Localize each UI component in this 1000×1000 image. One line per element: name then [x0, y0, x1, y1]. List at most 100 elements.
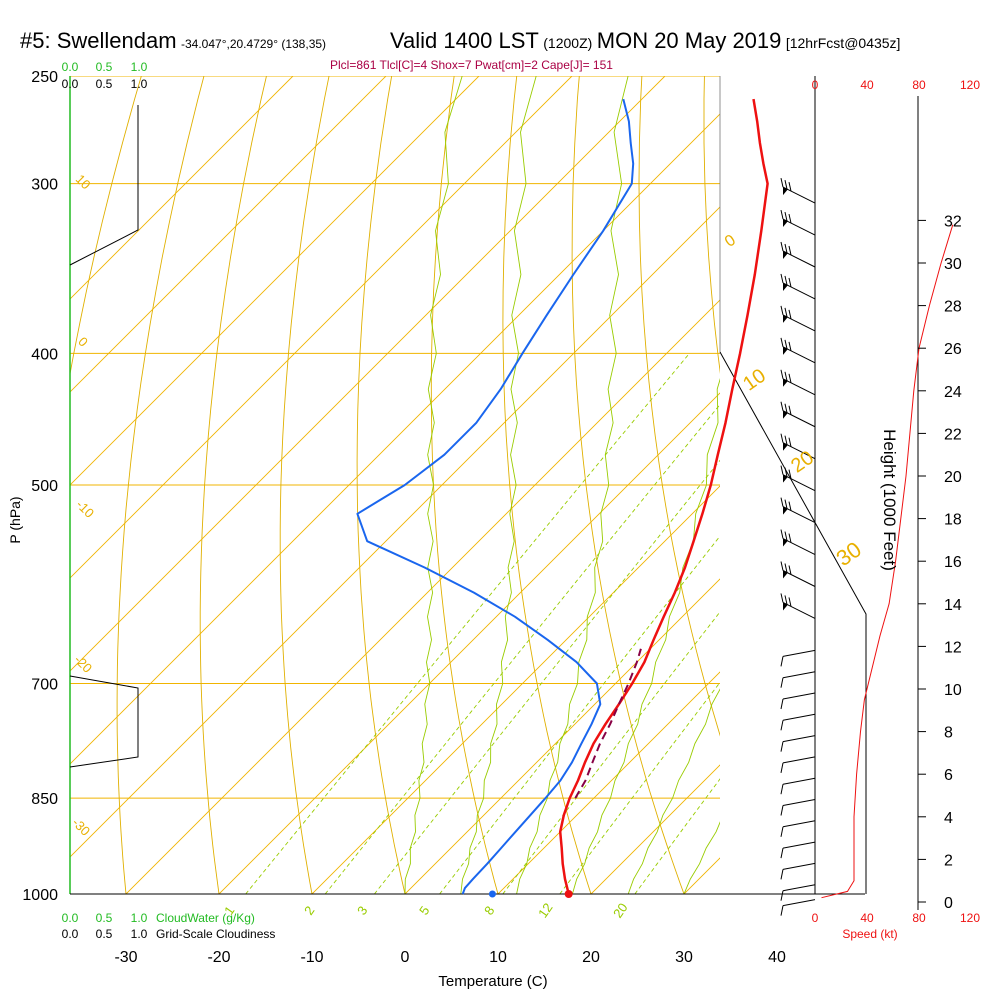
- wind-barb-feather: [780, 465, 784, 475]
- wind-barb: [780, 561, 816, 587]
- speed-tick-label-top: 80: [912, 78, 926, 92]
- wind-barb-feather: [780, 890, 784, 901]
- height-tick-label: 28: [944, 299, 962, 316]
- wind-barb: [780, 862, 816, 880]
- wind-barb-staff: [782, 692, 816, 700]
- wind-barb-feather: [780, 720, 784, 731]
- pressure-tick-label: 500: [31, 478, 58, 495]
- wind-barb-feather: [784, 435, 788, 445]
- wind-barb: [780, 337, 816, 364]
- y-axis-label: P (hPa): [7, 496, 23, 543]
- surface-dewpoint-point: [488, 890, 496, 898]
- temperature-tick-label: -30: [114, 949, 137, 966]
- moist-adiabat: [460, 76, 537, 894]
- height-tick-label: 2: [944, 852, 953, 869]
- wind-barb-feather: [788, 565, 792, 575]
- wind-barb-pennant: [783, 219, 788, 228]
- wind-barb-feather: [780, 433, 784, 443]
- wind-barb-staff: [782, 602, 816, 619]
- isotherm-line: [70, 76, 666, 672]
- cloudiness-scale-bottom: 0.0: [62, 927, 79, 941]
- wind-barb-pennant: [783, 187, 788, 196]
- cloudwater-scale-top: 0.0: [62, 60, 79, 74]
- wind-barb: [780, 713, 816, 731]
- wind-barb-feather: [780, 762, 784, 773]
- wind-barb-feather: [784, 595, 788, 605]
- wind-barb: [780, 273, 816, 300]
- wind-barb: [780, 735, 816, 752]
- wind-barb-feather: [780, 805, 784, 816]
- height-tick-label: 6: [944, 767, 953, 784]
- wind-barb-pennant: [783, 602, 788, 611]
- dry-adiabat: [703, 76, 720, 374]
- height-tick-label: 24: [944, 384, 962, 401]
- forecast-label: [12hrFcst@0435z]: [785, 35, 901, 51]
- temperature-tick-label: -10: [300, 949, 323, 966]
- cloudiness-scale-bottom: 1.0: [131, 927, 148, 941]
- wind-barb-pennant: [783, 314, 788, 323]
- isotherm-line: [497, 671, 720, 894]
- wind-barb-staff: [782, 186, 816, 204]
- height-tick-label: 26: [944, 341, 962, 358]
- mixing-ratio-label: 20: [610, 900, 631, 920]
- y2-axis-label: Height (1000 Feet): [880, 429, 899, 571]
- wind-speed-line: [821, 224, 954, 899]
- wind-barb-feather: [788, 501, 792, 511]
- wind-barb-staff: [782, 282, 816, 300]
- wind-barb: [780, 465, 816, 492]
- cloudiness-upper: [69, 105, 139, 266]
- isotherm-label-right: 10: [739, 365, 770, 396]
- isotherm-label-left: 0: [75, 334, 91, 350]
- mixing-ratio-line: [439, 535, 720, 894]
- height-tick-label: 30: [944, 256, 962, 273]
- wind-barb-staff: [782, 346, 816, 364]
- moist-adiabat: [627, 688, 720, 894]
- wind-barb-pennant: [783, 251, 788, 259]
- mixing-ratio-line: [245, 353, 690, 894]
- isotherm-line: [70, 113, 720, 765]
- temperature-tick-label: 20: [582, 949, 600, 966]
- mixing-ratio-label: 5: [416, 903, 432, 918]
- wind-barb-staff: [782, 474, 816, 492]
- isotherm-label-left: -20: [71, 652, 95, 676]
- height-tick-label: 12: [944, 639, 962, 656]
- wind-barb-pennant: [783, 442, 788, 451]
- wind-barb-feather: [780, 369, 784, 379]
- wind-barb-pennant: [783, 570, 788, 579]
- wind-barb: [780, 209, 816, 236]
- speed-tick-label-bottom: 40: [860, 911, 874, 925]
- wind-barb-staff: [782, 506, 816, 524]
- mixing-ratio-label: 12: [535, 900, 556, 920]
- wind-barb-staff: [782, 862, 816, 870]
- wind-barb-staff: [782, 713, 816, 721]
- wind-barb-feather: [788, 309, 792, 320]
- cloudiness-scale-top: 0.0: [62, 77, 79, 91]
- x-axis-label: Temperature (C): [438, 973, 547, 990]
- wind-barb: [780, 177, 816, 204]
- wind-barb: [780, 671, 816, 688]
- dry-adiabat: [356, 76, 406, 894]
- isotherm-line: [70, 76, 480, 486]
- isotherm-line: [311, 485, 720, 894]
- wind-barb-feather: [788, 245, 792, 256]
- station-coords: -34.047°,20.4729° (138,35): [181, 37, 327, 51]
- wind-barb: [780, 884, 816, 901]
- wind-barb: [780, 649, 816, 667]
- wind-barb-feather: [780, 305, 784, 316]
- wind-barb-staff: [782, 649, 816, 657]
- wind-barb-staff: [782, 538, 816, 555]
- wind-barb-feather: [780, 593, 784, 603]
- speed-tick-label-bottom: 80: [912, 911, 926, 925]
- mixing-ratio-line: [559, 681, 720, 894]
- moist-adiabat: [571, 378, 720, 894]
- cloudiness-label: Grid-Scale Cloudiness: [156, 927, 275, 941]
- cloudwater-scale-bottom: 0.0: [62, 911, 79, 925]
- height-tick-label: 0: [944, 895, 953, 912]
- height-tick-label: 10: [944, 682, 962, 699]
- mixing-ratio-line: [634, 778, 720, 894]
- isotherm-line: [70, 76, 573, 579]
- wind-barb-feather: [784, 179, 788, 190]
- wind-barb-staff: [782, 799, 816, 806]
- dry-adiabat: [279, 76, 330, 894]
- wind-barb: [780, 241, 816, 268]
